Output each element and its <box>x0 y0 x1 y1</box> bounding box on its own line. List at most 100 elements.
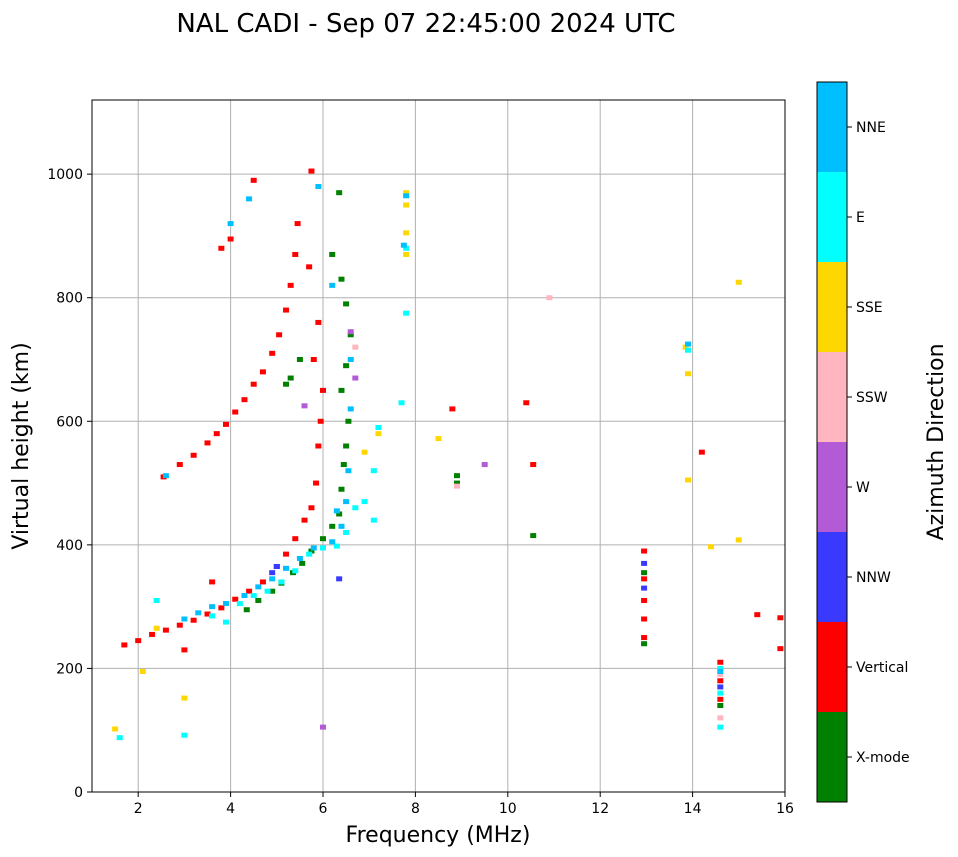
data-point <box>329 251 336 257</box>
data-point <box>306 551 313 557</box>
colorbar-tick-label: SSW <box>856 390 888 406</box>
data-point <box>398 400 405 406</box>
data-point <box>641 635 648 641</box>
data-point <box>259 579 266 585</box>
colorbar-tick-label: W <box>856 480 870 496</box>
y-tick-label: 0 <box>74 785 83 801</box>
data-point <box>283 551 290 557</box>
data-point <box>153 597 160 603</box>
data-point <box>209 579 216 585</box>
x-tick-label: 12 <box>591 801 609 817</box>
data-point <box>204 611 211 617</box>
data-point <box>641 548 648 554</box>
data-point <box>343 443 350 449</box>
data-point <box>481 462 488 468</box>
data-point <box>641 576 648 582</box>
data-point <box>340 462 347 468</box>
data-point <box>135 638 142 644</box>
data-point <box>333 508 340 514</box>
grid-lines <box>92 100 786 793</box>
data-point <box>162 473 169 479</box>
data-point <box>232 409 239 415</box>
data-point <box>278 579 285 585</box>
data-point <box>403 202 410 208</box>
data-point <box>227 221 234 227</box>
data-point <box>717 703 724 708</box>
data-point <box>176 462 183 468</box>
data-point <box>181 695 188 701</box>
colorbar-segment <box>817 442 847 532</box>
data-point <box>315 319 322 325</box>
data-point <box>222 421 229 427</box>
data-point <box>255 597 262 603</box>
data-point <box>403 230 410 236</box>
data-point <box>530 533 537 539</box>
data-point <box>241 593 248 599</box>
data-point <box>347 406 354 412</box>
colorbar-tick-label: Vertical <box>856 660 908 676</box>
data-point <box>292 536 299 542</box>
data-point <box>276 332 283 338</box>
data-point <box>296 357 303 362</box>
colorbar-segment <box>817 172 847 262</box>
data-point <box>717 696 724 702</box>
data-point <box>269 350 276 356</box>
data-point <box>292 251 299 257</box>
data-point <box>313 480 320 486</box>
data-point <box>338 276 345 282</box>
data-point <box>347 357 354 362</box>
data-point <box>190 452 197 458</box>
data-point <box>181 732 188 738</box>
data-point <box>283 381 290 387</box>
colorbar-frame <box>816 81 848 803</box>
data-point <box>176 622 183 628</box>
data-point <box>222 601 229 607</box>
data-point <box>403 245 410 251</box>
data-point <box>296 555 303 561</box>
data-point <box>641 585 648 591</box>
data-point <box>336 190 343 196</box>
data-point <box>338 523 345 529</box>
data-point <box>453 480 460 486</box>
data-point <box>320 724 326 730</box>
data-point <box>320 536 326 542</box>
data-point <box>717 669 724 675</box>
data-point <box>218 605 225 611</box>
data-point <box>232 596 239 602</box>
x-tick-label: 6 <box>319 801 328 817</box>
data-point <box>308 168 315 174</box>
series-ssw <box>352 295 724 721</box>
y-tick-label: 400 <box>56 538 83 554</box>
data-point <box>112 726 119 732</box>
data-point <box>777 646 784 652</box>
data-point <box>717 678 724 684</box>
data-point <box>352 344 359 350</box>
data-point <box>641 570 648 576</box>
colorbar-tick-label: NNE <box>856 120 886 136</box>
chart-title: NAL CADI - Sep 07 22:45:00 2024 UTC <box>176 9 675 39</box>
data-point <box>246 196 253 202</box>
data-point <box>641 616 648 622</box>
data-point <box>301 403 308 409</box>
data-point <box>310 357 317 362</box>
data-point <box>139 669 146 675</box>
colorbar-segment <box>817 712 847 802</box>
data-point <box>338 387 345 393</box>
x-tick-label: 8 <box>411 801 420 817</box>
data-point <box>698 449 705 455</box>
data-point <box>453 473 460 479</box>
data-point <box>403 251 410 257</box>
data-point <box>250 593 257 599</box>
data-point <box>269 576 276 582</box>
data-point <box>717 672 724 678</box>
data-point <box>195 610 202 616</box>
data-point <box>273 563 280 569</box>
data-point <box>641 641 648 647</box>
colorbar-tick-label: X-mode <box>856 750 910 766</box>
data-point <box>204 440 211 446</box>
data-point <box>682 344 689 350</box>
data-point <box>329 539 336 545</box>
data-point <box>717 684 724 690</box>
data-point <box>181 647 188 653</box>
